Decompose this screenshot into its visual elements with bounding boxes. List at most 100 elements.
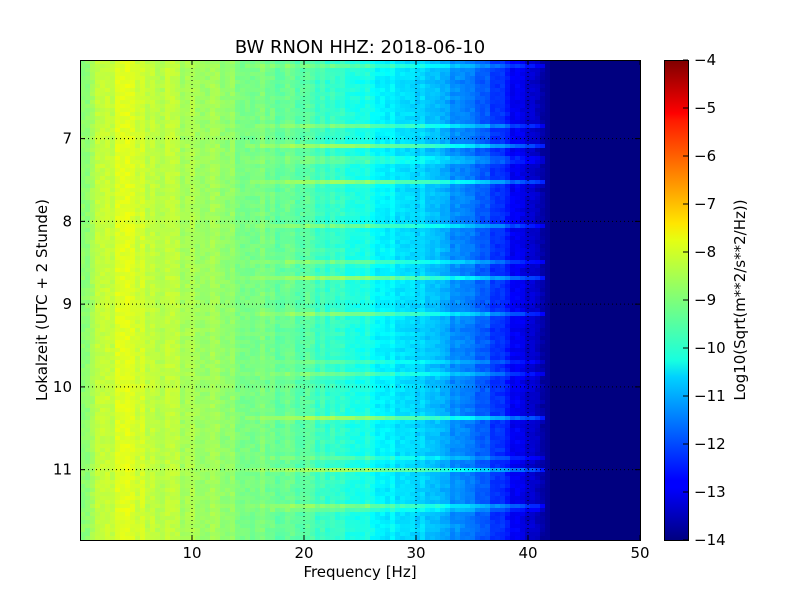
heatmap-cell — [590, 176, 596, 181]
heatmap-cell — [580, 176, 586, 181]
heatmap-cell — [265, 112, 271, 117]
heatmap-cell — [585, 108, 591, 113]
heatmap-cell — [460, 92, 466, 97]
heatmap-cell — [140, 156, 146, 161]
heatmap-cell — [310, 156, 316, 161]
heatmap-cell — [475, 188, 481, 193]
heatmap-cell — [490, 156, 496, 161]
heatmap-cell — [425, 72, 431, 77]
heatmap-cell — [140, 88, 146, 93]
heatmap-cell — [130, 224, 136, 229]
heatmap-cell — [490, 104, 496, 109]
heatmap-cell — [390, 172, 396, 177]
heatmap-cell — [545, 208, 551, 213]
heatmap-cell — [610, 176, 616, 181]
heatmap-cell — [550, 92, 556, 97]
heatmap-cell — [335, 140, 341, 145]
heatmap-cell — [130, 72, 136, 77]
heatmap-cell — [310, 128, 316, 133]
heatmap-cell — [85, 84, 91, 89]
heatmap-cell — [85, 96, 91, 101]
heatmap-cell — [465, 148, 471, 153]
heatmap-cell — [410, 64, 416, 69]
heatmap-cell — [135, 140, 141, 145]
heatmap-cell — [605, 116, 611, 121]
heatmap-cell — [320, 140, 326, 145]
heatmap-cell — [535, 176, 541, 181]
heatmap-cell — [585, 164, 591, 169]
heatmap-cell — [135, 172, 141, 177]
heatmap-cell — [235, 96, 241, 101]
heatmap-cell — [495, 216, 501, 221]
heatmap-cell — [295, 104, 301, 109]
heatmap-cell — [110, 72, 116, 77]
heatmap-cell — [465, 156, 471, 161]
heatmap-cell — [340, 72, 346, 77]
heatmap-cell — [290, 72, 296, 77]
heatmap-cell — [375, 172, 381, 177]
heatmap-cell — [560, 204, 566, 209]
heatmap-cell — [560, 112, 566, 117]
heatmap-cell — [85, 100, 91, 105]
heatmap-cell — [355, 224, 361, 229]
heatmap-cell — [125, 188, 131, 193]
heatmap-cell — [195, 236, 201, 241]
heatmap-cell — [115, 232, 121, 237]
heatmap-cell — [175, 108, 181, 113]
heatmap-cell — [265, 68, 271, 73]
heatmap-cell — [170, 96, 176, 101]
heatmap-cell — [570, 200, 576, 205]
heatmap-cell — [305, 212, 311, 217]
heatmap-cell — [550, 124, 556, 129]
heatmap-cell — [600, 156, 606, 161]
heatmap-cell — [325, 64, 331, 69]
heatmap-cell — [435, 192, 441, 197]
heatmap-cell — [595, 72, 601, 77]
heatmap-cell — [440, 128, 446, 133]
heatmap-cell — [255, 156, 261, 161]
heatmap-cell — [555, 88, 561, 93]
heatmap-cell — [335, 212, 341, 217]
heatmap-cell — [320, 164, 326, 169]
heatmap-cell — [315, 68, 321, 73]
heatmap-cell — [530, 192, 536, 197]
heatmap-cell — [220, 108, 226, 113]
heatmap-cell — [485, 168, 491, 173]
heatmap-cell — [275, 116, 281, 121]
heatmap-cell — [270, 116, 276, 121]
heatmap-cell — [545, 180, 551, 185]
heatmap-cell — [545, 204, 551, 209]
heatmap-cell — [570, 76, 576, 81]
heatmap-cell — [210, 224, 216, 229]
heatmap-cell — [470, 116, 476, 121]
heatmap-cell — [470, 104, 476, 109]
heatmap-cell — [475, 64, 481, 69]
heatmap-cell — [540, 128, 546, 133]
heatmap-cell — [350, 124, 356, 129]
heatmap-cell — [540, 120, 546, 125]
heatmap-cell — [235, 132, 241, 137]
heatmap-cell — [550, 68, 556, 73]
heatmap-cell — [95, 88, 101, 93]
heatmap-cell — [340, 120, 346, 125]
heatmap-cell — [290, 204, 296, 209]
heatmap-cell — [520, 68, 526, 73]
heatmap-cell — [585, 176, 591, 181]
heatmap-cell — [585, 124, 591, 129]
heatmap-cell — [160, 168, 166, 173]
heatmap-cell — [535, 212, 541, 217]
heatmap-cell — [330, 160, 336, 165]
heatmap-cell — [360, 128, 366, 133]
heatmap-cell — [310, 180, 316, 185]
heatmap-cell — [245, 124, 251, 129]
heatmap-cell — [160, 120, 166, 125]
heatmap-cell — [290, 108, 296, 113]
heatmap-cell — [485, 164, 491, 169]
heatmap-cell — [620, 228, 626, 233]
heatmap-cell — [515, 136, 521, 141]
heatmap-cell — [385, 76, 391, 81]
heatmap-cell — [460, 84, 466, 89]
heatmap-cell — [355, 128, 361, 133]
heatmap-cell — [450, 100, 456, 105]
heatmap-cell — [180, 216, 186, 221]
